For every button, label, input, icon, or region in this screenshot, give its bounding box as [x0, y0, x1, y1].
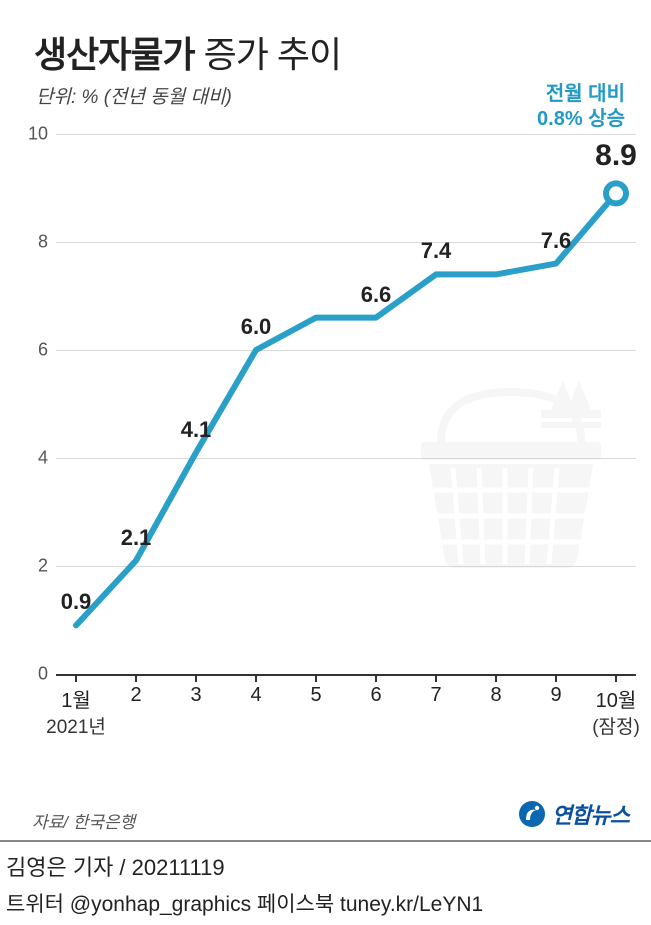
- x-label: 9: [550, 684, 561, 707]
- x-tick: [195, 674, 197, 682]
- callout-line1: 전월 대비: [537, 82, 625, 107]
- title-rest: 증가 추이: [195, 34, 341, 75]
- logo-text: 연합뉴스: [552, 798, 629, 830]
- credit: 김영은 기자 / 20211119: [6, 850, 225, 882]
- subtitle: 단위: % (전년 동월 대비): [36, 82, 232, 109]
- chart: 0246810 1월2345678910월2021년(잠정)0.92.14.16…: [20, 134, 631, 774]
- callout-line2: 0.8% 상승: [537, 107, 625, 132]
- x-tick: [615, 674, 617, 682]
- x-tick: [135, 674, 137, 682]
- source-text: 자료/ 한국은행: [32, 808, 135, 833]
- page-title: 생산자물가 증가 추이: [34, 26, 631, 78]
- x-label: 7: [430, 684, 441, 707]
- logo-icon: [518, 800, 546, 828]
- x-label: 10월: [596, 684, 637, 713]
- point-label: 7.4: [421, 238, 452, 264]
- x-sublabel-first: 2021년: [46, 712, 106, 739]
- x-label: 3: [190, 684, 201, 707]
- x-label: 8: [490, 684, 501, 707]
- x-tick: [75, 674, 77, 682]
- callout: 전월 대비 0.8% 상승: [537, 82, 625, 132]
- point-label: 0.9: [61, 589, 92, 615]
- x-label: 5: [310, 684, 321, 707]
- x-label: 1월: [61, 684, 91, 713]
- x-label: 2: [130, 684, 141, 707]
- divider: [0, 840, 651, 842]
- point-label: 8.9: [595, 139, 637, 173]
- x-tick: [315, 674, 317, 682]
- x-sublabel-last: (잠정): [592, 712, 640, 739]
- title-bold: 생산자물가: [34, 34, 195, 75]
- x-tick: [435, 674, 437, 682]
- logo: 연합뉴스: [518, 798, 629, 830]
- point-label: 6.6: [361, 282, 392, 308]
- point-label: 7.6: [541, 228, 572, 254]
- socials: 트위터 @yonhap_graphics 페이스북 tuney.kr/LeYN1: [6, 888, 483, 918]
- point-label: 4.1: [181, 417, 212, 443]
- x-tick: [555, 674, 557, 682]
- x-tick: [495, 674, 497, 682]
- point-label: 2.1: [121, 525, 152, 551]
- x-tick: [255, 674, 257, 682]
- x-label: 6: [370, 684, 381, 707]
- x-label: 4: [250, 684, 261, 707]
- x-tick: [375, 674, 377, 682]
- point-label: 6.0: [241, 314, 272, 340]
- line-series: [20, 134, 651, 684]
- x-axis: [56, 674, 636, 676]
